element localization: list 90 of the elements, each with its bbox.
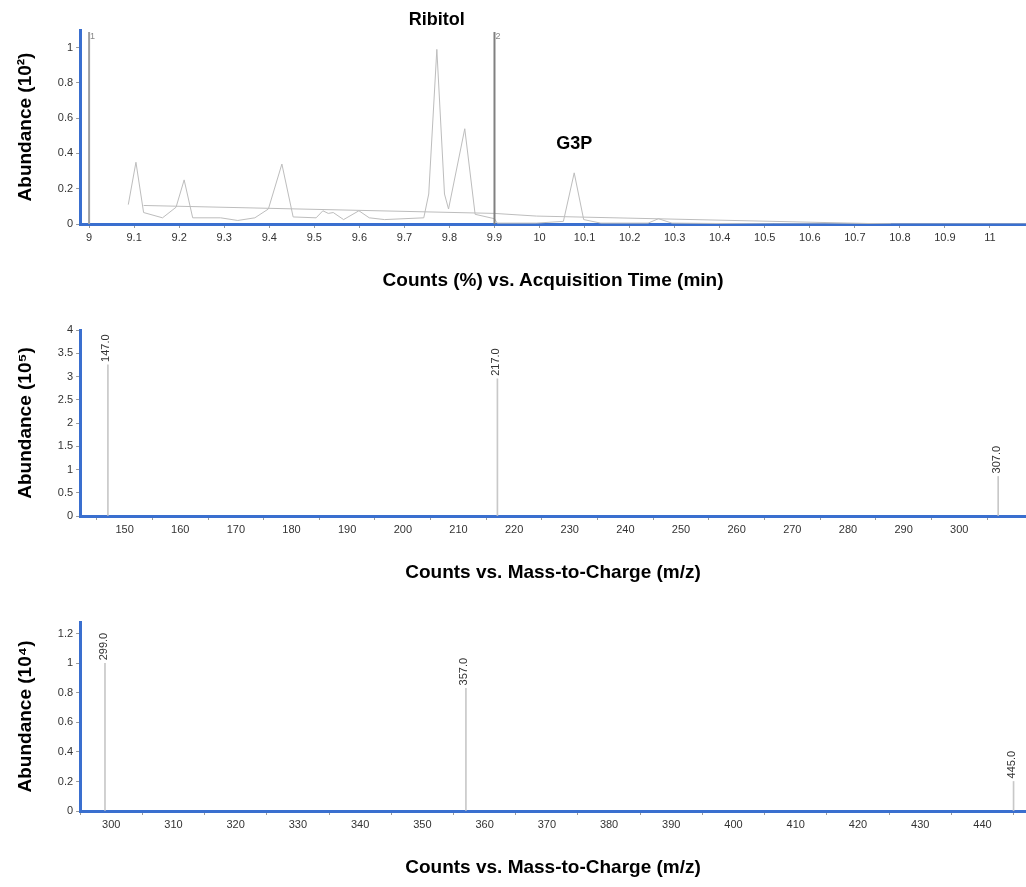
y-tick-label: 0.4 xyxy=(57,146,74,159)
x-tick-label: 9 xyxy=(86,230,93,243)
annotation: 357.0 xyxy=(457,657,470,686)
x-tick-label: 290 xyxy=(894,522,913,535)
x-axis-title: Counts vs. Mass-to-Charge (m/z) xyxy=(405,855,701,877)
x-tick-label: 10.9 xyxy=(934,230,956,243)
x-tick-label: 420 xyxy=(848,817,868,830)
x-tick-label: 440 xyxy=(973,817,992,830)
x-tick-label: 9.7 xyxy=(396,230,413,243)
y-axis-title: Abundance (10²) xyxy=(13,52,35,202)
x-tick-label: 350 xyxy=(413,817,432,830)
y-tick-label: 0.5 xyxy=(57,485,74,498)
annotation: 1 xyxy=(90,30,96,41)
x-tick-label: 200 xyxy=(393,522,412,535)
x-axis-title: Counts (%) vs. Acquisition Time (min) xyxy=(382,268,724,290)
x-tick-label: 9.3 xyxy=(216,230,232,243)
x-tick-label: 9.5 xyxy=(306,230,322,243)
x-axis-title: Counts vs. Mass-to-Charge (m/z) xyxy=(405,560,701,582)
y-axis-title: Abundance (10⁵) xyxy=(13,347,35,499)
y-tick-label: 0 xyxy=(66,509,74,522)
annotation: 147.0 xyxy=(99,334,112,362)
x-tick-label: 9.8 xyxy=(441,230,458,243)
x-tick-label: 240 xyxy=(616,522,635,535)
x-tick-label: 10 xyxy=(533,230,546,243)
x-tick-label: 9.4 xyxy=(261,230,277,243)
x-tick-label: 280 xyxy=(838,522,858,535)
y-tick-label: 1.5 xyxy=(57,439,74,452)
x-tick-label: 410 xyxy=(786,817,805,830)
annotation: 2 xyxy=(495,30,501,41)
x-tick-label: 150 xyxy=(115,522,134,535)
y-tick-label: 1 xyxy=(66,40,74,53)
y-axis-title: Abundance (10⁴) xyxy=(13,640,35,793)
x-tick-label: 300 xyxy=(102,817,121,830)
x-tick-label: 260 xyxy=(727,522,746,535)
x-tick-label: 430 xyxy=(911,817,930,830)
annotation: 299.0 xyxy=(96,632,109,661)
x-tick-label: 330 xyxy=(288,817,308,830)
y-tick-label: 3.5 xyxy=(57,346,74,359)
x-tick-label: 9.9 xyxy=(486,230,503,243)
x-tick-label: 310 xyxy=(164,817,183,830)
x-tick-label: 340 xyxy=(350,817,370,830)
x-tick-label: 10.5 xyxy=(754,230,776,243)
x-tick-label: 320 xyxy=(226,817,245,830)
annotation: 307.0 xyxy=(989,445,1002,474)
x-tick-label: 160 xyxy=(171,522,190,535)
x-tick-label: 250 xyxy=(671,522,691,535)
y-tick-label: 0 xyxy=(66,804,74,817)
x-tick-label: 210 xyxy=(449,522,468,535)
x-tick-label: 9.6 xyxy=(351,230,368,243)
x-tick-label: 10.7 xyxy=(844,230,866,243)
x-tick-label: 9.1 xyxy=(126,230,142,243)
y-tick-label: 0.4 xyxy=(57,744,74,757)
x-tick-label: 300 xyxy=(950,522,969,535)
y-tick-label: 2.5 xyxy=(57,392,74,405)
x-tick-label: 180 xyxy=(282,522,301,535)
x-tick-label: 9.2 xyxy=(171,230,187,243)
annotation: 445.0 xyxy=(1005,750,1018,779)
y-tick-label: 1 xyxy=(66,462,74,475)
x-tick-label: 380 xyxy=(599,817,619,830)
x-tick-label: 230 xyxy=(560,522,579,535)
x-tick-label: 390 xyxy=(662,817,681,830)
x-tick-label: 170 xyxy=(226,522,246,535)
x-tick-label: 10.4 xyxy=(708,230,731,243)
y-tick-label: 1.2 xyxy=(57,626,74,639)
x-tick-label: 10.2 xyxy=(618,230,641,243)
y-tick-label: 0 xyxy=(66,217,74,230)
x-tick-label: 220 xyxy=(504,522,524,535)
x-tick-label: 190 xyxy=(337,522,357,535)
y-tick-label: 0.8 xyxy=(57,75,74,88)
x-tick-label: 10.1 xyxy=(573,230,596,243)
x-tick-label: 360 xyxy=(475,817,494,830)
x-tick-label: 10.8 xyxy=(889,230,911,243)
x-tick-label: 370 xyxy=(537,817,556,830)
annotation: 217.0 xyxy=(488,348,501,376)
annotation: G3P xyxy=(556,132,593,153)
y-tick-label: 0.2 xyxy=(57,181,74,194)
y-tick-label: 0.6 xyxy=(57,715,74,728)
x-tick-label: 270 xyxy=(783,522,802,535)
y-tick-label: 0.2 xyxy=(57,774,74,787)
y-tick-label: 4 xyxy=(66,323,74,336)
y-tick-label: 0.8 xyxy=(57,685,74,698)
x-tick-label: 11 xyxy=(984,230,996,243)
y-tick-label: 1 xyxy=(66,656,74,669)
y-tick-label: 2 xyxy=(66,416,74,429)
x-tick-label: 10.6 xyxy=(799,230,821,243)
y-tick-label: 3 xyxy=(66,369,74,382)
x-tick-label: 10.3 xyxy=(663,230,686,243)
annotation: Ribitol xyxy=(408,9,465,30)
x-tick-label: 400 xyxy=(724,817,743,830)
y-tick-label: 0.6 xyxy=(57,111,74,124)
